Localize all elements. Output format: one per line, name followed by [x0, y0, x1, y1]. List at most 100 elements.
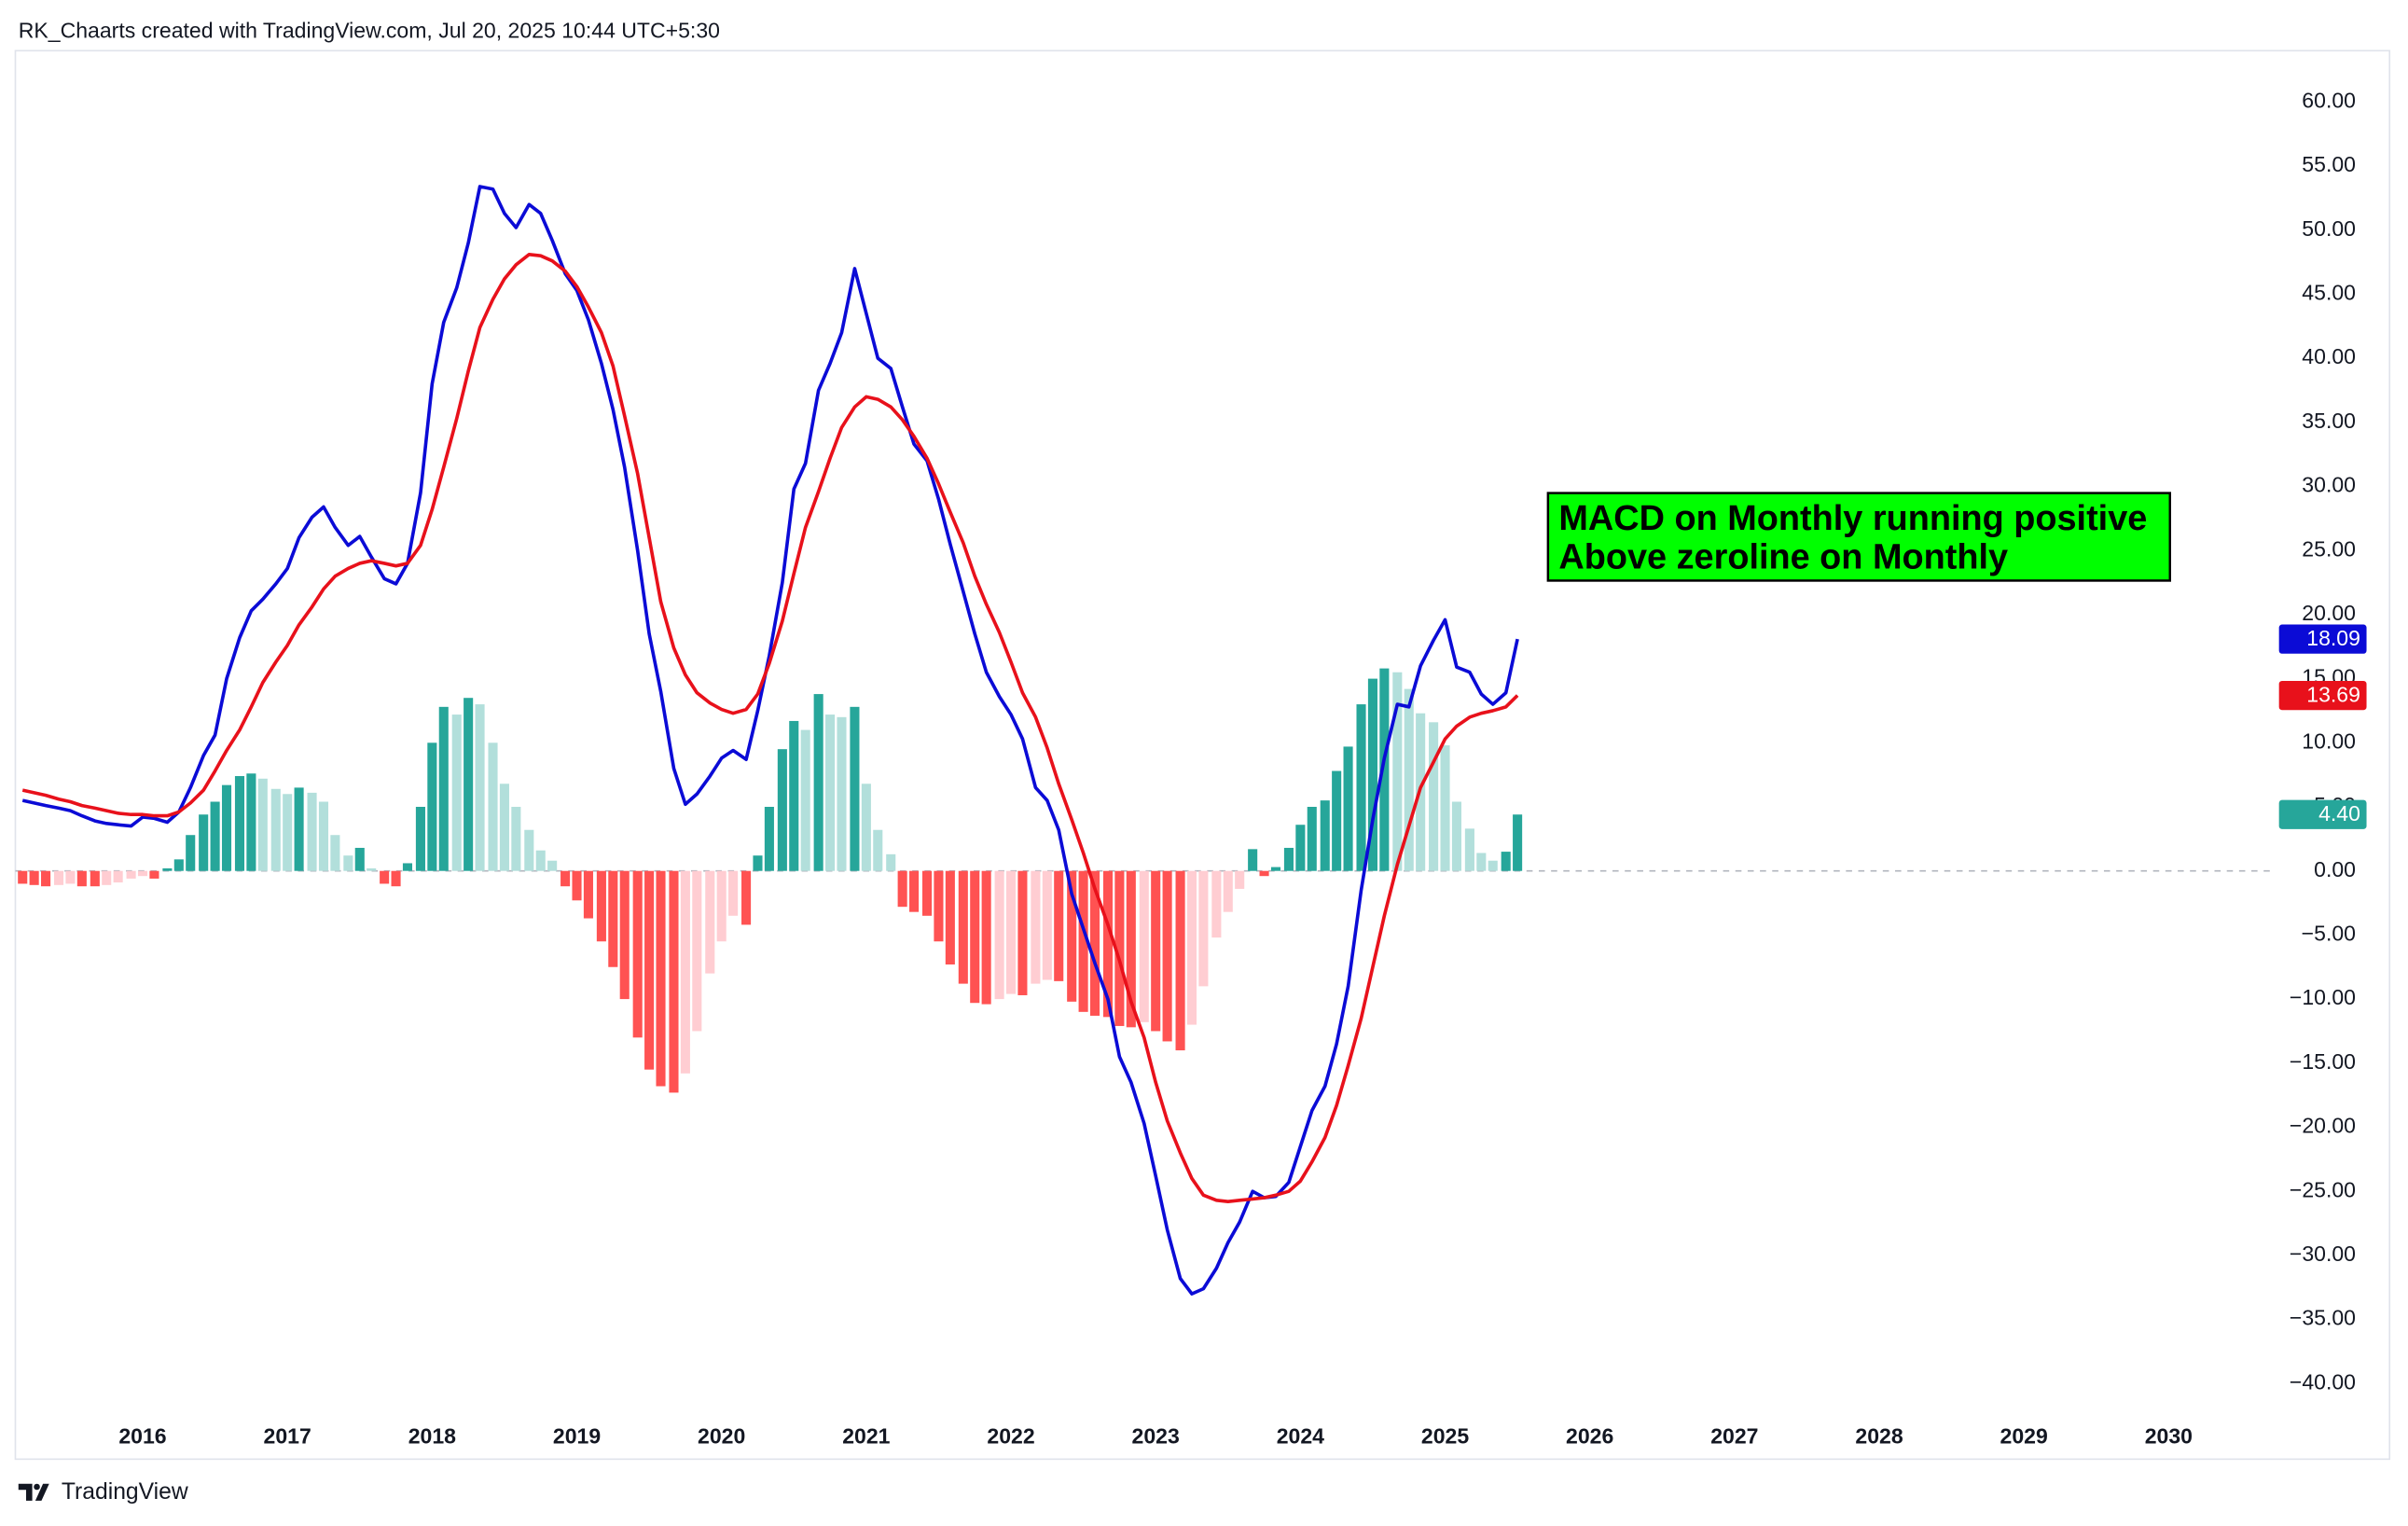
histogram-bar: [680, 870, 690, 1074]
histogram-bar: [18, 870, 28, 884]
histogram-bar: [1102, 870, 1114, 1018]
histogram-bar: [741, 870, 752, 925]
histogram-bar: [464, 698, 474, 871]
y-tick-label: −40.00: [2290, 1369, 2356, 1394]
x-tick-label: 2018: [408, 1423, 456, 1448]
histogram-bar: [402, 863, 413, 871]
histogram-bar: [415, 807, 425, 871]
y-tick-label: −30.00: [2290, 1242, 2356, 1266]
x-tick-label: 2028: [1855, 1423, 1903, 1448]
histogram-bar: [173, 859, 184, 871]
histogram-bar: [1126, 870, 1136, 1028]
histogram-bar: [753, 855, 763, 871]
histogram-bar: [958, 870, 968, 984]
histogram-bar: [499, 784, 509, 871]
histogram-bar: [1379, 668, 1390, 871]
histogram-bar: [825, 714, 836, 871]
annotation-box: [1546, 492, 2171, 582]
histogram-bar: [800, 729, 810, 871]
histogram-bar: [1005, 870, 1017, 994]
histogram-bar: [1404, 688, 1414, 871]
histogram-bar: [438, 706, 449, 871]
histogram-bar: [873, 829, 883, 871]
histogram-bar: [76, 870, 87, 887]
last-value-label: 4.40: [2318, 801, 2360, 825]
histogram-bar: [137, 870, 148, 877]
histogram-bar: [619, 870, 630, 1000]
histogram-bar: [547, 860, 558, 871]
histogram-bar: [535, 850, 546, 871]
histogram-bar: [632, 870, 643, 1038]
plot-area: [18, 185, 1523, 1296]
histogram-bar: [1067, 870, 1077, 1002]
histogram-bar: [1139, 870, 1149, 1022]
histogram-bar: [29, 870, 39, 885]
histogram-bar: [1429, 722, 1439, 871]
y-tick-label: 35.00: [2302, 409, 2356, 433]
x-tick-label: 2023: [1132, 1423, 1180, 1448]
y-tick-label: −25.00: [2290, 1177, 2356, 1201]
header: RK_Chaarts created with TradingView.com,…: [19, 19, 720, 43]
histogram-bar: [1259, 870, 1269, 877]
logo-icon: [18, 1483, 49, 1501]
footer-logo: [18, 1483, 49, 1501]
histogram-bar: [65, 870, 76, 884]
y-tick-label: 10.00: [2302, 728, 2356, 753]
histogram-bar: [1151, 870, 1161, 1032]
x-tick-label: 2021: [842, 1423, 890, 1448]
x-tick-label: 2027: [1710, 1423, 1758, 1448]
last-value-chip: [2278, 624, 2367, 654]
histogram-bar: [1089, 870, 1100, 1016]
histogram-bar: [354, 847, 365, 871]
histogram-bar: [475, 704, 485, 871]
line-series: [21, 253, 1519, 1204]
annotation-line: MACD on Monthly running positive: [1558, 499, 2147, 538]
y-tick-label: 45.00: [2302, 281, 2356, 305]
histogram-bar: [813, 694, 823, 871]
histogram-bar: [1343, 746, 1353, 871]
histogram-bar: [1501, 852, 1511, 871]
histogram-bar: [1198, 870, 1209, 987]
x-tick-label: 2016: [118, 1423, 166, 1448]
histogram-bar: [343, 855, 353, 871]
histogram-bar: [391, 870, 401, 887]
histogram-bar: [524, 829, 534, 871]
histogram-bar: [330, 835, 340, 871]
histogram-bar: [850, 706, 860, 871]
histogram-bar: [210, 801, 220, 871]
histogram-bar: [1295, 825, 1306, 871]
histogram-bar: [307, 792, 317, 871]
histogram-bar: [162, 867, 173, 871]
histogram-bar: [126, 870, 136, 879]
histogram-bar: [596, 870, 606, 942]
histogram-bar: [186, 835, 196, 871]
histogram-bar: [886, 853, 896, 871]
histogram-bar: [1320, 800, 1330, 871]
histogram-bar: [1223, 870, 1233, 912]
histogram-bar: [1307, 807, 1317, 871]
histogram-bar: [270, 788, 281, 871]
histogram-bar: [970, 870, 980, 1004]
histogram-bar: [981, 870, 991, 1005]
histogram-bar: [246, 773, 256, 871]
histogram-bar: [257, 778, 268, 871]
histogram-bar: [90, 870, 100, 887]
histogram-bar: [764, 807, 774, 871]
histogram-bar: [1440, 745, 1450, 871]
histogram-bar: [837, 716, 847, 871]
histogram-bar: [728, 870, 739, 916]
y-tick-label: 55.00: [2302, 152, 2356, 176]
histogram-bar: [583, 870, 593, 919]
histogram-bar: [318, 801, 329, 871]
histogram-bar: [1332, 770, 1342, 871]
x-tick-label: 2017: [264, 1423, 311, 1448]
histogram-bar: [1488, 860, 1498, 871]
histogram-bar: [994, 870, 1004, 1000]
histogram-bar: [199, 814, 209, 871]
histogram-bar: [367, 867, 377, 871]
histogram-bar: [149, 870, 159, 879]
histogram-bar: [1513, 814, 1523, 871]
